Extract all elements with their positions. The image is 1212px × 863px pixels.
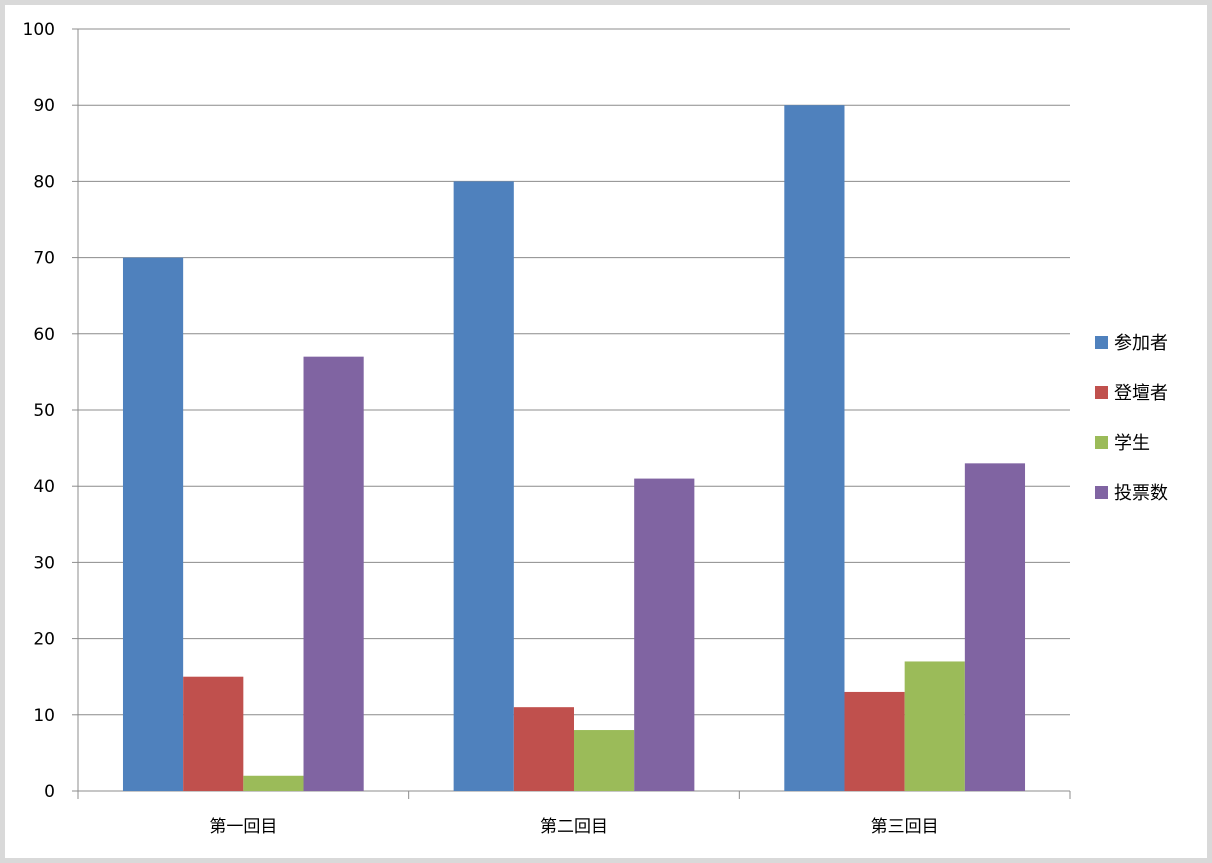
legend-label: 投票数: [1114, 483, 1168, 504]
y-tick-label: 30: [33, 553, 55, 573]
bar-4-1: [303, 356, 364, 791]
legend-label: 参加者: [1114, 333, 1168, 354]
y-tick-label: 10: [33, 706, 55, 726]
bar-2-1: [183, 676, 244, 791]
bar-1-1: [122, 257, 184, 792]
bar-3-1: [243, 775, 304, 791]
legend-label: 学生: [1114, 433, 1150, 454]
bar-chart: 0 10 20 30 40 50 60 70 80 90 100 第一回目 第二回目 第三回目 参加者登…: [23, 20, 1168, 837]
bars: [122, 105, 1026, 792]
legend-label: 登壇者: [1114, 383, 1168, 404]
x-tick-label: 第一回目: [209, 817, 277, 837]
y-tick-label: 50: [33, 401, 55, 421]
gridlines: [78, 28, 1070, 716]
y-axis-ticks: 0 10 20 30 40 50 60 70 80 90 100: [23, 20, 55, 802]
bar-4-2: [634, 478, 695, 791]
legend-swatch: [1095, 486, 1108, 499]
y-tick-label: 100: [23, 20, 55, 40]
bar-2-3: [844, 691, 905, 791]
legend-swatch: [1095, 386, 1108, 399]
y-tick-label: 40: [33, 477, 55, 497]
y-tick-label: 70: [33, 249, 55, 269]
bar-3-2: [574, 730, 635, 791]
y-tick-label: 90: [33, 96, 55, 116]
x-axis-ticks: 第一回目 第二回目 第三回目: [209, 817, 938, 837]
bar-4-3: [964, 463, 1026, 791]
bar-1-3: [784, 105, 845, 791]
legend-swatch: [1095, 336, 1108, 349]
x-tick-label: 第三回目: [871, 817, 939, 837]
bar-2-2: [513, 707, 574, 791]
legend-swatch: [1095, 436, 1108, 449]
bar-1-2: [453, 181, 514, 791]
chart-container: 0 10 20 30 40 50 60 70 80 90 100 第一回目 第二回目 第三回目 参加者登…: [5, 5, 1207, 858]
y-tick-label: 60: [33, 325, 55, 345]
x-tick-label: 第二回目: [540, 817, 608, 837]
y-tick-label: 80: [33, 172, 55, 192]
bar-3-3: [904, 661, 965, 791]
y-tick-label: 20: [33, 630, 55, 650]
y-tick-label: 0: [44, 782, 55, 802]
